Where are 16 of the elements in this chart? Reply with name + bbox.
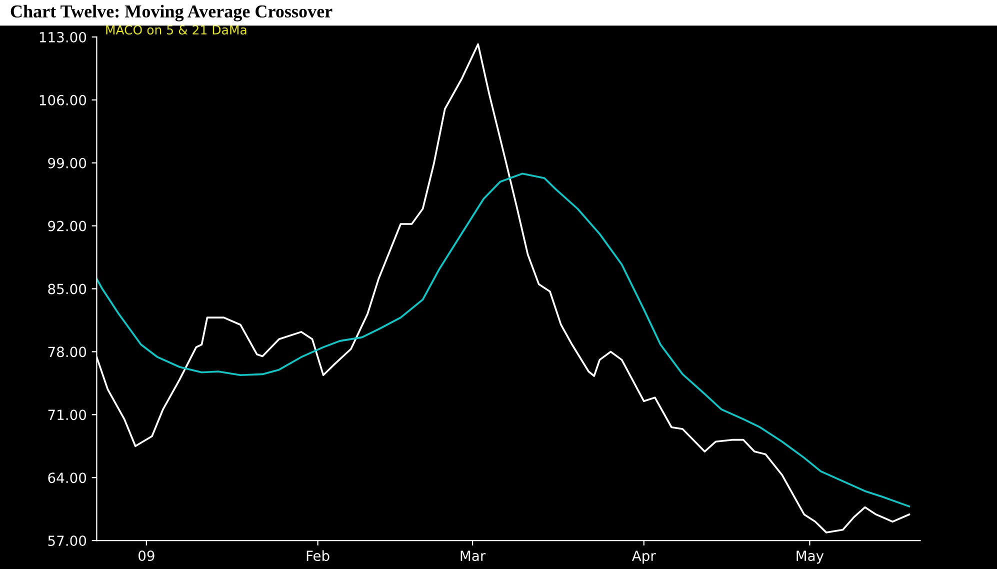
x-tick-label: Mar <box>460 550 486 562</box>
y-tick-label: 113.00 <box>40 32 86 42</box>
y-tick-label: 64.00 <box>48 472 86 484</box>
y-tick-label: 106.00 <box>40 94 86 106</box>
x-tick-label: 09 <box>138 550 154 562</box>
y-tick-label: 92.00 <box>48 220 86 232</box>
y-tick-label: 71.00 <box>48 410 86 420</box>
y-tick-label: 78.00 <box>48 346 86 358</box>
x-tick-label: May <box>796 550 824 564</box>
x-tick-label: Feb <box>306 550 330 562</box>
y-tick-label: 85.00 <box>48 284 86 294</box>
y-tick-label: 99.00 <box>48 158 86 168</box>
x-tick-label: Apr <box>632 550 656 564</box>
line-series <box>96 172 910 508</box>
y-tick-label: 57.00 <box>48 536 86 546</box>
chart-title: Chart Twelve: Moving Average Crossover <box>10 4 332 22</box>
